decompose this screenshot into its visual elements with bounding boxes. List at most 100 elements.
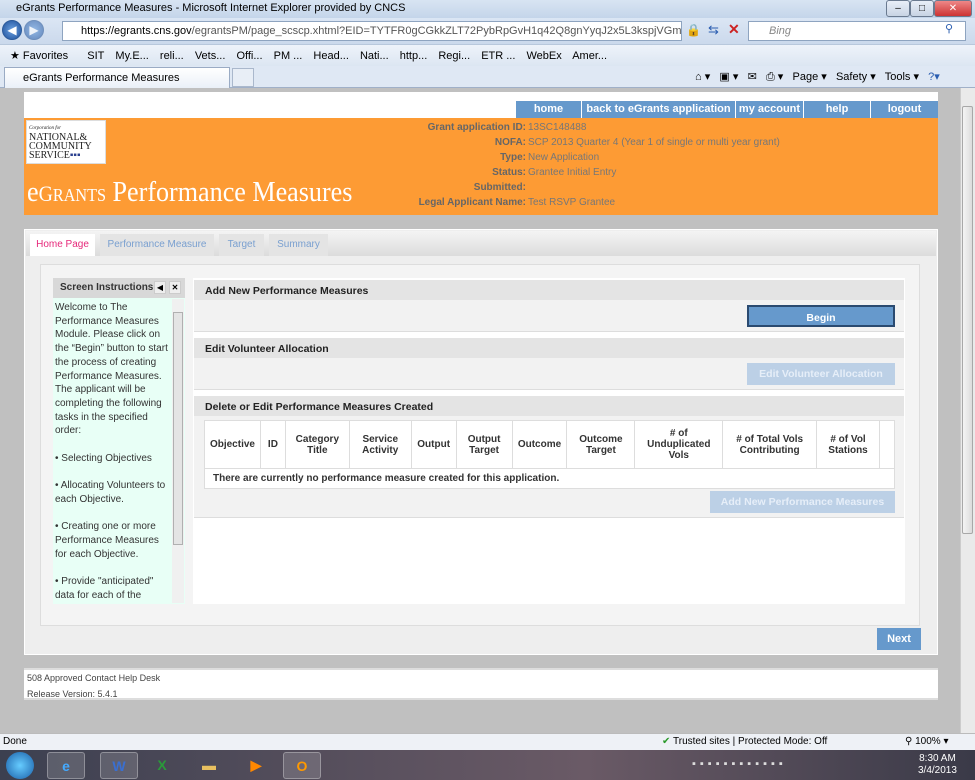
footer: 508 Approved Contact Help Desk Release V…	[24, 668, 938, 700]
info-label: Legal Applicant Name:	[418, 197, 526, 208]
close-window-button[interactable]: ✕	[934, 0, 972, 17]
next-button[interactable]: Next	[877, 628, 921, 650]
favorite-link[interactable]: Head...	[313, 50, 349, 62]
nav-help[interactable]: help	[803, 101, 870, 118]
col-vol-stations: # of Vol Stations	[816, 420, 880, 469]
page-scrollbar-thumb[interactable]	[962, 106, 973, 534]
col-category-title: Category Title	[285, 420, 350, 469]
mail-icon[interactable]: ✉	[747, 71, 757, 83]
page-menu[interactable]: Page ▾	[792, 71, 827, 83]
system-tray-icons[interactable]: ▪▪▪▪▪▪▪▪▪▪▪▪	[692, 758, 787, 770]
nav-back-to-egrants[interactable]: back to eGrants application	[581, 101, 735, 118]
favorite-link[interactable]: Amer...	[572, 50, 608, 62]
excel-taskbar-icon[interactable]: X	[157, 757, 167, 773]
nav-home[interactable]: home	[515, 101, 581, 118]
favorite-link[interactable]: My.E...	[115, 50, 149, 62]
taskbar	[0, 750, 975, 780]
info-label: Submitted:	[473, 182, 526, 193]
tab-target[interactable]: Target	[219, 234, 264, 256]
maximize-button[interactable]: □	[910, 0, 934, 17]
col-outcome-target: Outcome Target	[566, 420, 636, 469]
edit-volunteer-allocation-button[interactable]: Edit Volunteer Allocation	[747, 363, 895, 385]
nav-my-account[interactable]: my account	[735, 101, 803, 118]
list-section-title: Delete or Edit Performance Measures Crea…	[194, 396, 904, 416]
lock-icon[interactable]: 🔒	[686, 23, 701, 37]
address-path: /egrantsPM/page_scscp.xhtml?EID=TYTFR0gC…	[191, 25, 682, 37]
favorite-link[interactable]: Regi...	[438, 50, 471, 62]
close-icon[interactable]: ✕	[169, 281, 181, 294]
tab-performance-measure[interactable]: Performance Measure	[100, 234, 214, 256]
tab-summary[interactable]: Summary	[269, 234, 328, 256]
print-icon[interactable]: ⎙ ▾	[765, 71, 784, 83]
zoom-control[interactable]: ⚲ 100% ▾	[905, 736, 949, 747]
favorite-link[interactable]: Vets...	[194, 50, 226, 62]
favorite-link[interactable]: WebEx	[526, 50, 562, 62]
begin-button[interactable]: Begin	[747, 305, 895, 327]
ie-taskbar-icon[interactable]: e	[47, 752, 85, 779]
info-value: Test RSVP Grantee	[528, 197, 616, 208]
status-bar: Done ✔ Trusted sites | Protected Mode: O…	[0, 733, 975, 750]
explorer-taskbar-icon[interactable]: ▬	[202, 757, 216, 773]
grant-id-row: Grant application ID: 13SC148488	[386, 122, 886, 137]
start-button[interactable]	[6, 752, 34, 779]
media-player-taskbar-icon[interactable]: ▶	[250, 757, 262, 773]
info-value: 13SC148488	[528, 122, 587, 133]
browser-tab[interactable]: eGrants Performance Measures	[4, 67, 230, 88]
browser-tab-title: eGrants Performance Measures	[23, 72, 180, 84]
home-icon[interactable]: ⌂ ▾	[695, 71, 711, 83]
word-taskbar-icon[interactable]: W	[100, 752, 138, 779]
favorite-link[interactable]: Nati...	[359, 50, 389, 62]
refresh-icon[interactable]: ⇆	[708, 22, 719, 37]
performance-measures-table: Objective ID Category Title Service Acti…	[204, 420, 895, 489]
add-section-title: Add New Performance Measures	[194, 280, 904, 300]
favorite-link[interactable]: Offi...	[236, 50, 263, 62]
search-icon[interactable]: ⚲	[945, 23, 954, 35]
address-bar[interactable]: https://egrants.cns.gov/egrantsPM/page_s…	[62, 21, 682, 41]
favorite-link[interactable]: reli...	[159, 50, 184, 62]
favorite-link[interactable]: ETR ...	[481, 50, 516, 62]
col-output-target: Output Target	[456, 420, 513, 469]
new-tab-button[interactable]	[232, 68, 254, 87]
nav-logout[interactable]: logout	[870, 101, 938, 118]
check-icon: ✔	[662, 736, 671, 747]
favorites-button[interactable]: ★ Favorites	[10, 50, 69, 62]
info-label: Grant application ID:	[427, 122, 526, 133]
search-input[interactable]: Bing	[748, 21, 966, 41]
add-new-performance-measures-button[interactable]: Add New Performance Measures	[710, 491, 895, 513]
favorite-link[interactable]: PM ...	[273, 50, 303, 62]
instructions-panel	[53, 278, 185, 604]
address-host: https://egrants.cns.gov	[81, 25, 192, 37]
feeds-icon[interactable]: ▣ ▾	[719, 71, 739, 83]
submitted-row: Submitted:	[386, 182, 886, 197]
collapse-icon[interactable]: ◀	[154, 281, 166, 294]
outlook-taskbar-icon[interactable]: O	[283, 752, 321, 779]
help-icon[interactable]: ?▾	[928, 71, 940, 83]
tools-menu[interactable]: Tools ▾	[884, 71, 919, 83]
status-row: Status: Grantee Initial Entry	[386, 167, 886, 182]
instructions-paragraph: • Provide "anticipated" data for each of…	[55, 576, 154, 601]
tab-home-page[interactable]: Home Page	[30, 234, 95, 256]
info-label: Type:	[500, 152, 526, 163]
stop-icon[interactable]: ✕	[728, 21, 740, 37]
info-value: Grantee Initial Entry	[528, 167, 617, 178]
empty-message: There are currently no performance measu…	[213, 473, 560, 484]
col-service-activity: Service Activity	[349, 420, 412, 469]
footer-links[interactable]: 508 Approved Contact Help Desk	[27, 673, 161, 683]
cncs-logo: Corporation for NATIONAL& COMMUNITY SERVIC…	[26, 120, 106, 164]
favorite-link[interactable]: SIT	[87, 50, 105, 62]
back-icon[interactable]: ◀	[2, 20, 22, 40]
minimize-button[interactable]: –	[886, 0, 910, 17]
forward-icon[interactable]: ▶	[24, 20, 44, 40]
clock[interactable]: 8:30 AM 3/4/2013	[918, 753, 957, 777]
status-text: Done	[3, 736, 27, 747]
col-output: Output	[411, 420, 457, 469]
favorites-bar: ★ Favorites SIT My.E... reli... Vets... …	[0, 44, 975, 66]
window-title-bar: eGrants Performance Measures - Microsoft…	[0, 0, 975, 18]
window-title: eGrants Performance Measures - Microsoft…	[16, 2, 406, 14]
instructions-paragraph: • Allocating Volunteers to each Objectiv…	[55, 480, 166, 505]
safety-menu[interactable]: Safety ▾	[835, 71, 876, 83]
favorite-link[interactable]: http...	[399, 50, 428, 62]
applicant-row: Legal Applicant Name: Test RSVP Grantee	[386, 197, 886, 212]
instructions-scrollbar-thumb[interactable]	[173, 312, 183, 545]
info-value: SCP 2013 Quarter 4 (Year 1 of single or …	[528, 137, 780, 148]
